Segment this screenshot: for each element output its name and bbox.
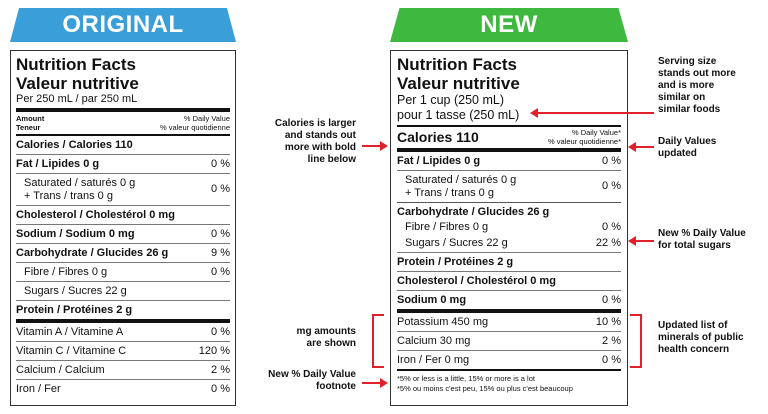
annotation-serving: Serving size stands out more and is more… <box>658 56 736 115</box>
annotation-daily-values: Daily Values updated <box>658 136 717 159</box>
new-row-saturated: Saturated / saturés 0 g + Trans / trans 0… <box>405 173 621 199</box>
original-title-en: Nutrition Facts <box>16 55 136 74</box>
original-row-saturated: Saturated / saturés 0 g + Trans / trans 0… <box>16 174 230 206</box>
bracket-mg <box>372 314 384 368</box>
new-row-protein: Protein / Protéines 2 g <box>397 253 621 272</box>
new-serving-fr: pour 1 tasse (250 mL) <box>397 108 520 122</box>
new-nutrition-label: Nutrition Facts Valeur nutritive Per 1 c… <box>390 50 628 406</box>
original-row-cholesterol: Cholesterol / Cholestérol 0 mg <box>16 206 230 225</box>
new-title-fr: Valeur nutritive <box>397 74 520 93</box>
annotation-sugars: New % Daily Value for total sugars <box>658 228 746 251</box>
arrow-daily-values <box>628 142 654 152</box>
original-row-calories: Calories / Calories 110 <box>16 136 230 155</box>
arrow-sugars <box>628 236 654 246</box>
original-banner: ORIGINAL <box>10 8 236 42</box>
original-serving: Per 250 mL / par 250 mL <box>16 93 138 105</box>
original-row-protein: Protein / Protéines 2 g <box>16 301 230 323</box>
annotation-minerals: Updated list of minerals of public healt… <box>658 320 744 355</box>
new-serving-en: Per 1 cup (250 mL) <box>397 93 504 107</box>
annotation-footnote: New % Daily Value footnote <box>268 369 356 392</box>
original-row-vitamin-c: Vitamin C / Vitamine C 120 % <box>16 342 230 361</box>
new-row-carbohydrate: Carbohydrate / Glucides 26 g <box>397 205 550 218</box>
new-row-potassium: Potassium 450 mg 10 % <box>397 313 621 332</box>
arrow-footnote <box>362 378 388 388</box>
original-nutrition-label: Nutrition Facts Valeur nutritive Per 250… <box>10 50 236 406</box>
original-row-sodium: Sodium / Sodium 0 mg 0 % <box>16 225 230 244</box>
new-row-iron: Iron / Fer 0 mg 0 % <box>397 351 621 371</box>
original-row-iron: Iron / Fer 0 % <box>16 382 230 395</box>
new-title-en: Nutrition Facts <box>397 55 517 74</box>
annotation-mg: mg amounts are shown <box>296 326 356 349</box>
new-row-sugars: Sugars / Sucres 22 g 22 % <box>397 234 621 253</box>
arrow-calories <box>362 141 388 151</box>
new-calories-row: Calories 110 % Daily Value*% valeur quot… <box>397 128 621 146</box>
original-title-fr: Valeur nutritive <box>16 74 139 93</box>
new-banner: NEW <box>390 8 628 42</box>
arrow-serving <box>530 108 654 118</box>
new-row-cholesterol: Cholesterol / Cholestérol 0 mg <box>397 272 621 291</box>
new-footnote-fr: *5% ou moins c'est peu, 15% ou plus c'es… <box>397 384 573 393</box>
new-row-sodium: Sodium 0 mg 0 % <box>397 291 621 313</box>
new-footnote-en: *5% or less is a little, 15% or more is … <box>397 374 535 383</box>
bracket-minerals <box>630 314 642 368</box>
new-row-calcium: Calcium 30 mg 2 % <box>397 332 621 351</box>
original-row-calcium: Calcium / Calcium 2 % <box>16 361 230 380</box>
annotation-calories: Calories is larger and stands out more w… <box>274 118 356 165</box>
original-header: Amount Teneur % Daily Value% valeur quoti… <box>16 114 230 132</box>
original-row-sugars: Sugars / Sucres 22 g <box>16 282 230 301</box>
new-footnote: *5% or less is a little, 15% or more is … <box>397 371 621 394</box>
